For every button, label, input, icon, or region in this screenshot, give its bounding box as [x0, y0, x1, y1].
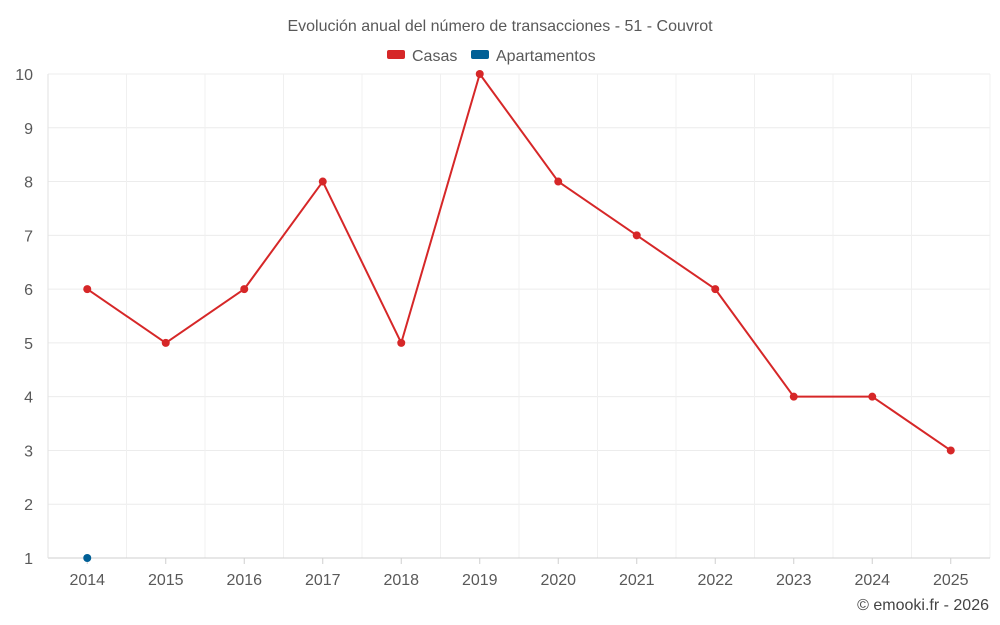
credit-text: © emooki.fr - 2026	[857, 597, 989, 614]
data-point-casas-2019[interactable]	[475, 70, 484, 78]
data-point-casas-2021[interactable]	[632, 231, 641, 240]
data-point-apartamentos-2014[interactable]	[83, 554, 92, 562]
y-tick-label: 1	[24, 551, 33, 568]
data-point-casas-2016[interactable]	[240, 285, 249, 294]
axes	[47, 74, 990, 559]
x-tick-label: 2014	[69, 572, 105, 589]
y-tick-label: 10	[15, 67, 33, 84]
legend-item-apartamentos[interactable]: Apartamentos	[471, 48, 596, 65]
legend-label-casas: Casas	[412, 48, 457, 65]
x-gridlines	[47, 74, 991, 558]
legend-label-apartamentos: Apartamentos	[496, 48, 596, 65]
x-tick-label: 2024	[854, 572, 890, 589]
data-point-casas-2017[interactable]	[318, 177, 327, 186]
chart-title: Evolución anual del número de transaccio…	[287, 18, 713, 35]
x-tick-label: 2017	[305, 572, 341, 589]
series-layer	[83, 70, 955, 562]
data-point-casas-2025[interactable]	[946, 446, 955, 455]
y-tick-label: 2	[24, 497, 33, 514]
data-point-casas-2015[interactable]	[161, 338, 170, 347]
x-tick-label: 2023	[776, 572, 812, 589]
x-tick-label: 2025	[933, 572, 969, 589]
x-tick-label: 2015	[148, 572, 184, 589]
y-tick-label: 9	[24, 121, 33, 138]
legend-item-casas[interactable]: Casas	[387, 48, 457, 65]
y-tick-label: 7	[24, 228, 33, 245]
y-tick-label: 3	[24, 443, 33, 460]
x-tick-label: 2020	[540, 572, 576, 589]
data-point-casas-2023[interactable]	[789, 392, 798, 401]
data-point-casas-2022[interactable]	[711, 285, 720, 294]
x-tick-label: 2019	[462, 572, 498, 589]
y-axis-ticks: 1 2 3 4 5 6 7 8 9 10	[15, 67, 33, 568]
x-tick-label: 2018	[383, 572, 419, 589]
legend-swatch-casas	[387, 50, 405, 59]
y-tick-label: 8	[24, 175, 33, 192]
legend-swatch-apartamentos	[471, 50, 489, 59]
data-point-casas-2024[interactable]	[868, 392, 877, 401]
data-point-casas-2018[interactable]	[397, 338, 406, 347]
legend: Casas Apartamentos	[387, 48, 596, 65]
data-point-casas-2014[interactable]	[83, 285, 92, 294]
data-point-casas-2020[interactable]	[554, 177, 563, 186]
x-tick-label: 2021	[619, 572, 655, 589]
x-tick-label: 2016	[226, 572, 262, 589]
x-tick-label: 2022	[697, 572, 733, 589]
y-tick-label: 5	[24, 336, 33, 353]
x-axis-ticks: 2014 2015 2016 2017 2018 2019 2020 2021 2022 2023…	[69, 558, 969, 589]
y-tick-label: 6	[24, 282, 33, 299]
series-line-casas	[86, 73, 952, 452]
y-tick-label: 4	[24, 390, 33, 407]
